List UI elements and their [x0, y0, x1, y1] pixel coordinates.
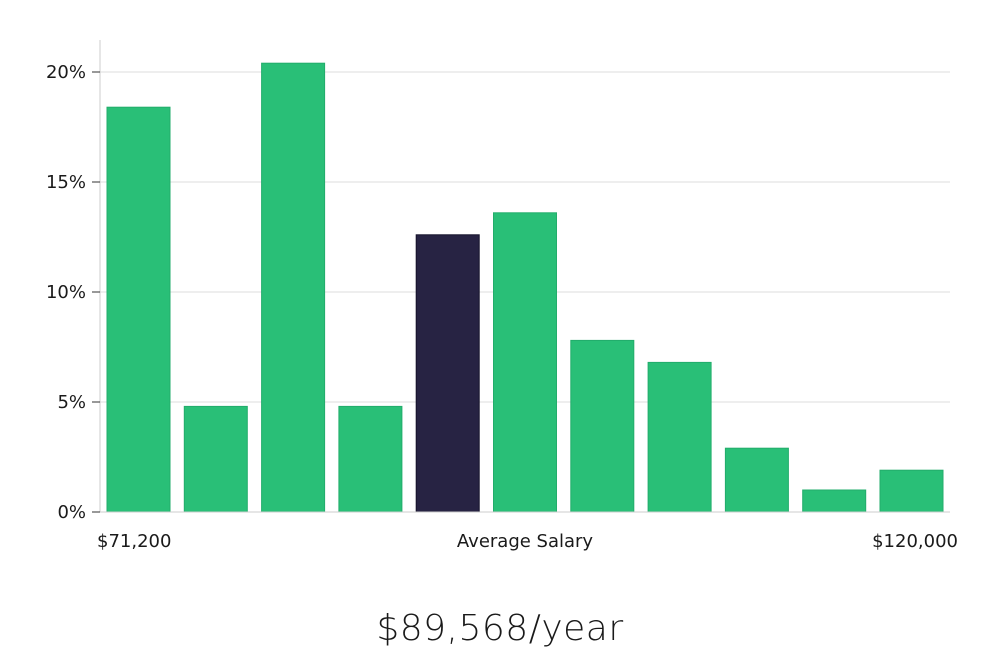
histogram-bar [183, 405, 248, 513]
y-tick-label: 0% [57, 502, 86, 523]
histogram-bar [802, 489, 867, 513]
y-tick-label: 15% [46, 172, 86, 193]
histogram-bar [570, 339, 635, 513]
histogram-bar-average [415, 234, 480, 513]
histogram-bar [338, 405, 403, 513]
histogram-bar [647, 361, 712, 513]
y-axis-ticks: 0% 5% 10% 15% 20% [46, 62, 100, 523]
y-tick-label: 20% [46, 62, 86, 83]
x-axis-min-label: $71,200 [97, 531, 171, 552]
histogram-bar [261, 62, 326, 513]
y-tick-label: 10% [46, 282, 86, 303]
x-axis-center-label: Average Salary [457, 531, 594, 552]
histogram-bar [493, 212, 557, 513]
histogram-bar [879, 469, 944, 513]
salary-histogram: 0% 5% 10% 15% 20% $71,200 Average Salary $12… [46, 40, 958, 552]
histogram-bar [106, 106, 171, 513]
average-salary-value: $89,568/year [376, 608, 624, 649]
histogram-bar [724, 447, 789, 513]
x-axis-max-label: $120,000 [872, 531, 958, 552]
histogram-bars [106, 62, 944, 513]
y-tick-label: 5% [57, 392, 86, 413]
